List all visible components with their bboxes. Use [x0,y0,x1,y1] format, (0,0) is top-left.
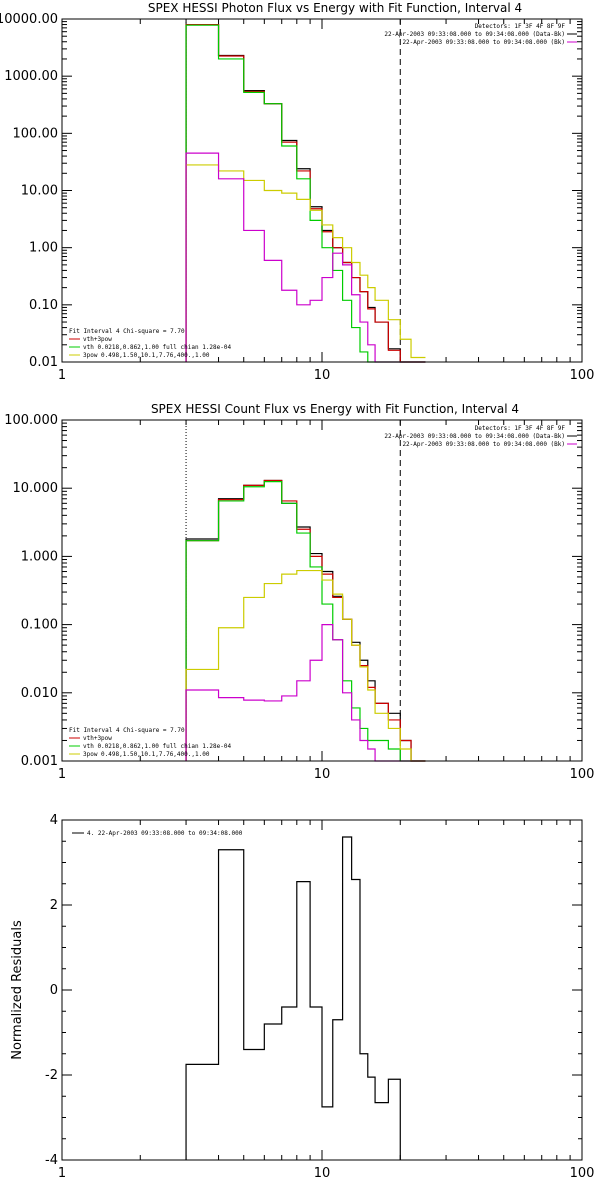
photon-flux-y-tick-label: 10.00 [21,184,58,199]
residuals-legend: 4. 22-Apr-2003 09:33:08.000 to 09:34:08.… [72,830,243,837]
photon-flux-x-tick-label: 1 [58,368,66,383]
count-flux-vth-model-hist [185,480,426,762]
photon-flux-y-tick-label: 0.10 [29,298,58,313]
count-flux-3pow-model-hist [185,569,426,762]
count-flux-y-tick-label: 100.000 [4,413,58,428]
count-flux-x-tick-label: 10 [314,767,331,782]
residuals-residual-hist [185,836,401,1160]
photon-flux-x-tick-label: 100 [570,368,595,383]
count-flux-plot-frame [61,419,583,762]
count-flux-bk-label: 22-Apr-2003 09:33:08.000 to 09:34:08.000… [402,441,565,448]
photon-flux-y-tick-label: 1000.00 [4,69,58,84]
count-flux-data-bk-label: 22-Apr-2003 09:33:08.000 to 09:34:08.000… [384,433,565,440]
count-flux-vth-label: vth 0.0218,0.862,1.00 full chian 1.28e-0… [83,743,231,750]
photon-flux-y-tick-label: 1.00 [29,241,58,256]
residuals-legend-label: 4. 22-Apr-2003 09:33:08.000 to 09:34:08.… [87,830,243,837]
residuals-panel: Normalized Residuals 1 10 100 -4 -2 0 2 4 4. 22… [10,813,594,1181]
photon-flux-plot-frame [61,18,583,363]
photon-flux-legend-bottomleft: Fit Interval 4 Chi-square = 7.70 vth+3po… [69,328,231,359]
photon-flux-vth-label: vth 0.0218,0.862,1.00 full chian 1.28e-0… [83,344,231,351]
count-flux-x-tick-label: 1 [58,767,66,782]
count-flux-plot-area: 1 10 100 0.001 0.010 0.100 1.000 10.000 100.000 [4,413,594,782]
count-flux-vth3pow-label: vth+3pow [83,735,112,742]
photon-flux-vth3pow-label: vth+3pow [83,336,112,343]
residuals-x-tick-label: 10 [314,1166,331,1181]
photon-flux-legend-topright: Detectors: 1F 3F 4F 8F 9F 22-Apr-2003 09… [384,23,577,46]
residuals-y-tick-label: 2 [50,898,58,913]
count-flux-3pow-label: 3pow 0.498,1.50,10.1,7.76,400.,1.00 [83,751,210,758]
photon-flux-y-tick-label: 0.01 [29,355,58,370]
residuals-ylabel: Normalized Residuals [10,920,25,1060]
count-flux-title: SPEX HESSI Count Flux vs Energy with Fit… [151,402,519,416]
count-flux-y-tick-label: 0.001 [21,754,58,769]
count-flux-y-tick-label: 1.000 [21,549,58,564]
residuals-plot-area: 1 10 100 -4 -2 0 2 4 [45,813,594,1181]
photon-flux-bk-label: 22-Apr-2003 09:33:08.000 to 09:34:08.000… [402,39,565,46]
photon-flux-x-tick-label: 10 [314,368,331,383]
photon-flux-data-bk-label: 22-Apr-2003 09:33:08.000 to 09:34:08.000… [384,31,565,38]
count-flux-x-tick-label: 100 [570,767,595,782]
photon-flux-y-tick-label: 100.00 [13,126,59,141]
photon-flux-fit-label: Fit Interval 4 Chi-square = 7.70 [69,328,185,335]
residuals-x-tick-label: 1 [58,1166,66,1181]
count-flux-vth3pow-model-hist [185,479,426,762]
residuals-y-tick-label: 4 [50,813,58,828]
count-flux-fit-label: Fit Interval 4 Chi-square = 7.70 [69,727,185,734]
count-flux-y-tick-label: 0.100 [21,618,58,633]
count-flux-bk-hist [185,624,426,762]
photon-flux-title: SPEX HESSI Photon Flux vs Energy with Fi… [148,1,522,15]
residuals-y-tick-label: -4 [45,1153,58,1168]
residuals-y-tick-label: -2 [45,1068,58,1083]
count-flux-y-tick-label: 0.010 [21,686,58,701]
photon-flux-bk-hist [185,152,426,363]
photon-flux-3pow-model-hist [185,164,426,362]
count-flux-y-tick-label: 10.000 [13,481,59,496]
residuals-plot-frame [61,819,583,1161]
photon-flux-panel: SPEX HESSI Photon Flux vs Energy with Fi… [0,1,594,383]
photon-flux-3pow-label: 3pow 0.498,1.50,10.1,7.76,400.,1.00 [83,352,210,359]
photon-flux-plot-area: 1 10 100 0.01 0.10 1.00 10.00 100.00 1000.00 1000… [0,12,594,383]
residuals-y-tick-label: 0 [50,983,58,998]
photon-flux-detectors-label: Detectors: 1F 3F 4F 8F 9F [475,23,566,30]
residuals-x-tick-label: 100 [570,1166,595,1181]
photon-flux-vth3pow-model-hist [185,23,426,363]
photon-flux-y-tick-label: 10000.00 [0,12,58,27]
count-flux-panel: SPEX HESSI Count Flux vs Energy with Fit… [4,402,594,782]
count-flux-legend-topright: Detectors: 1F 3F 4F 8F 9F 22-Apr-2003 09… [384,425,577,448]
count-flux-detectors-label: Detectors: 1F 3F 4F 8F 9F [475,425,566,432]
count-flux-legend-bottomleft: Fit Interval 4 Chi-square = 7.70 vth+3po… [69,727,231,758]
